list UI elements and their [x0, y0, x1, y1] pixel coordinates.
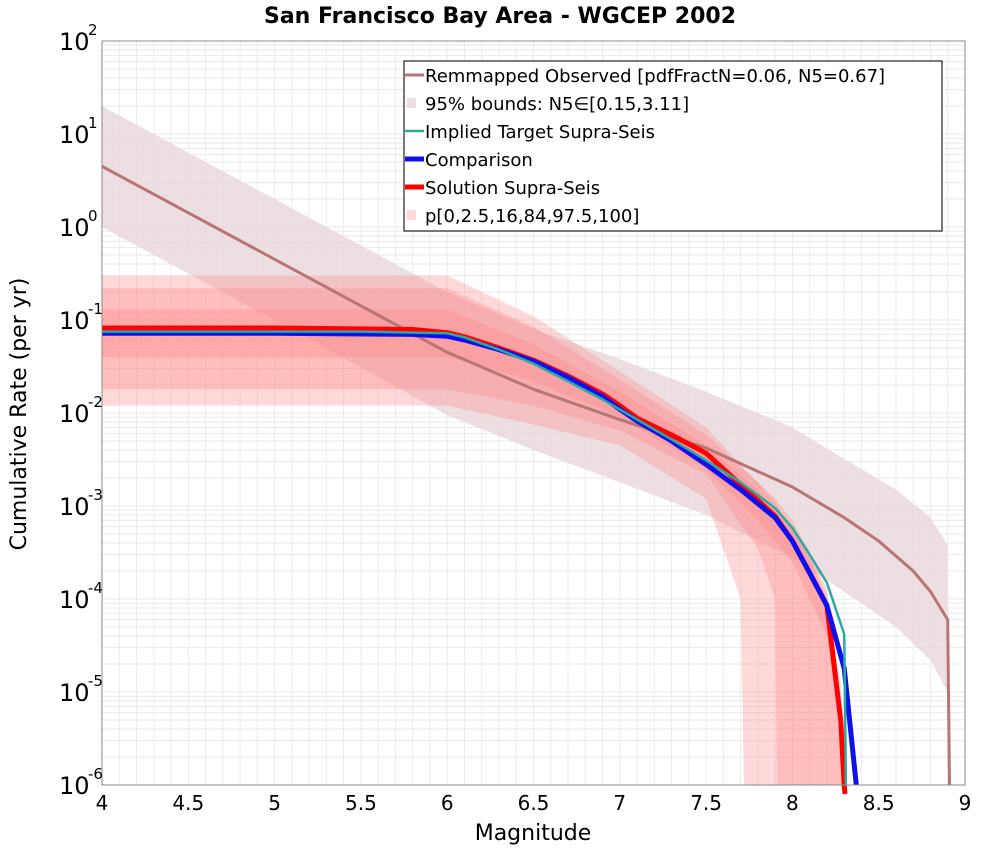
solution-percentile-band: [102, 288, 845, 785]
svg-text:-5: -5: [88, 672, 103, 690]
svg-text:-6: -6: [88, 765, 103, 783]
y-tick-label: 10-6: [59, 765, 103, 800]
x-tick-label: 6: [441, 791, 454, 815]
x-tick-label: 7: [613, 791, 626, 815]
y-tick-label: 10-1: [59, 300, 103, 335]
x-tick-label: 7.5: [690, 791, 722, 815]
x-tick-label: 8: [786, 791, 799, 815]
observed-95-bounds-band: [102, 106, 948, 692]
svg-text:-1: -1: [88, 300, 103, 318]
svg-text:0: 0: [88, 207, 98, 225]
svg-text:-2: -2: [88, 393, 103, 411]
y-tick-label: 101: [59, 114, 98, 149]
legend-item: Remmapped Observed [pdfFractN=0.06, N5=0…: [405, 66, 885, 87]
legend-label: p[0,2.5,16,84,97.5,100]: [425, 206, 639, 227]
legend-label: Remmapped Observed [pdfFractN=0.06, N5=0…: [425, 66, 885, 87]
legend-item: 95% bounds: N5∈[0.15,3.11]: [407, 94, 689, 115]
x-tick-label: 5.5: [345, 791, 377, 815]
legend: Remmapped Observed [pdfFractN=0.06, N5=0…: [403, 60, 943, 232]
legend-label: Solution Supra-Seis: [425, 178, 600, 199]
plot-frame: [101, 40, 966, 786]
series-line-observed: [101, 164, 951, 786]
svg-text:1: 1: [88, 114, 98, 132]
x-tick-label: 4: [96, 791, 109, 815]
y-axis-label: Cumulative Rate (per yr): [7, 278, 32, 551]
legend-label: Implied Target Supra-Seis: [425, 122, 655, 143]
x-tick-label: 5: [268, 791, 281, 815]
svg-text:10: 10: [59, 586, 90, 614]
svg-text:10: 10: [59, 28, 90, 56]
x-axis-ticks: 4 4.5 5 5.5 6 6.5 7 7.5 8 8.5 9: [96, 791, 972, 815]
svg-text:10: 10: [59, 493, 90, 521]
y-tick-label: 102: [59, 21, 98, 56]
x-tick-label: 4.5: [172, 791, 204, 815]
series-line-implied-target: [102, 330, 848, 786]
y-tick-label: 100: [59, 207, 98, 242]
y-tick-label: 10-2: [59, 393, 103, 428]
legend-box: [403, 60, 943, 232]
legend-swatch: [407, 210, 416, 220]
svg-text:10: 10: [59, 214, 90, 242]
y-tick-label: 10-3: [59, 486, 103, 521]
y-tick-label: 10-4: [59, 579, 103, 614]
legend-swatch: [407, 98, 416, 108]
legend-item: Solution Supra-Seis: [405, 178, 600, 199]
legend-item: Comparison: [405, 150, 533, 171]
svg-text:10: 10: [59, 400, 90, 428]
svg-text:10: 10: [59, 307, 90, 335]
x-tick-label: 9: [959, 791, 972, 815]
solution-percentile-band: [102, 275, 845, 785]
svg-text:10: 10: [59, 679, 90, 707]
legend-item: p[0,2.5,16,84,97.5,100]: [407, 206, 639, 227]
y-tick-label: 10-5: [59, 672, 103, 707]
chart-title: San Francisco Bay Area - WGCEP 2002: [264, 4, 736, 29]
legend-label: Comparison: [425, 150, 533, 171]
x-tick-label: 8.5: [863, 791, 895, 815]
svg-text:2: 2: [88, 21, 98, 39]
svg-text:-4: -4: [88, 579, 103, 597]
svg-text:10: 10: [59, 772, 90, 800]
x-tick-label: 6.5: [518, 791, 550, 815]
series-lines: [101, 164, 951, 795]
legend-item: Implied Target Supra-Seis: [405, 122, 655, 143]
x-axis-label: Magnitude: [475, 821, 592, 846]
legend-label: 95% bounds: N5∈[0.15,3.11]: [425, 94, 689, 115]
svg-text:-3: -3: [88, 486, 103, 504]
svg-text:10: 10: [59, 121, 90, 149]
